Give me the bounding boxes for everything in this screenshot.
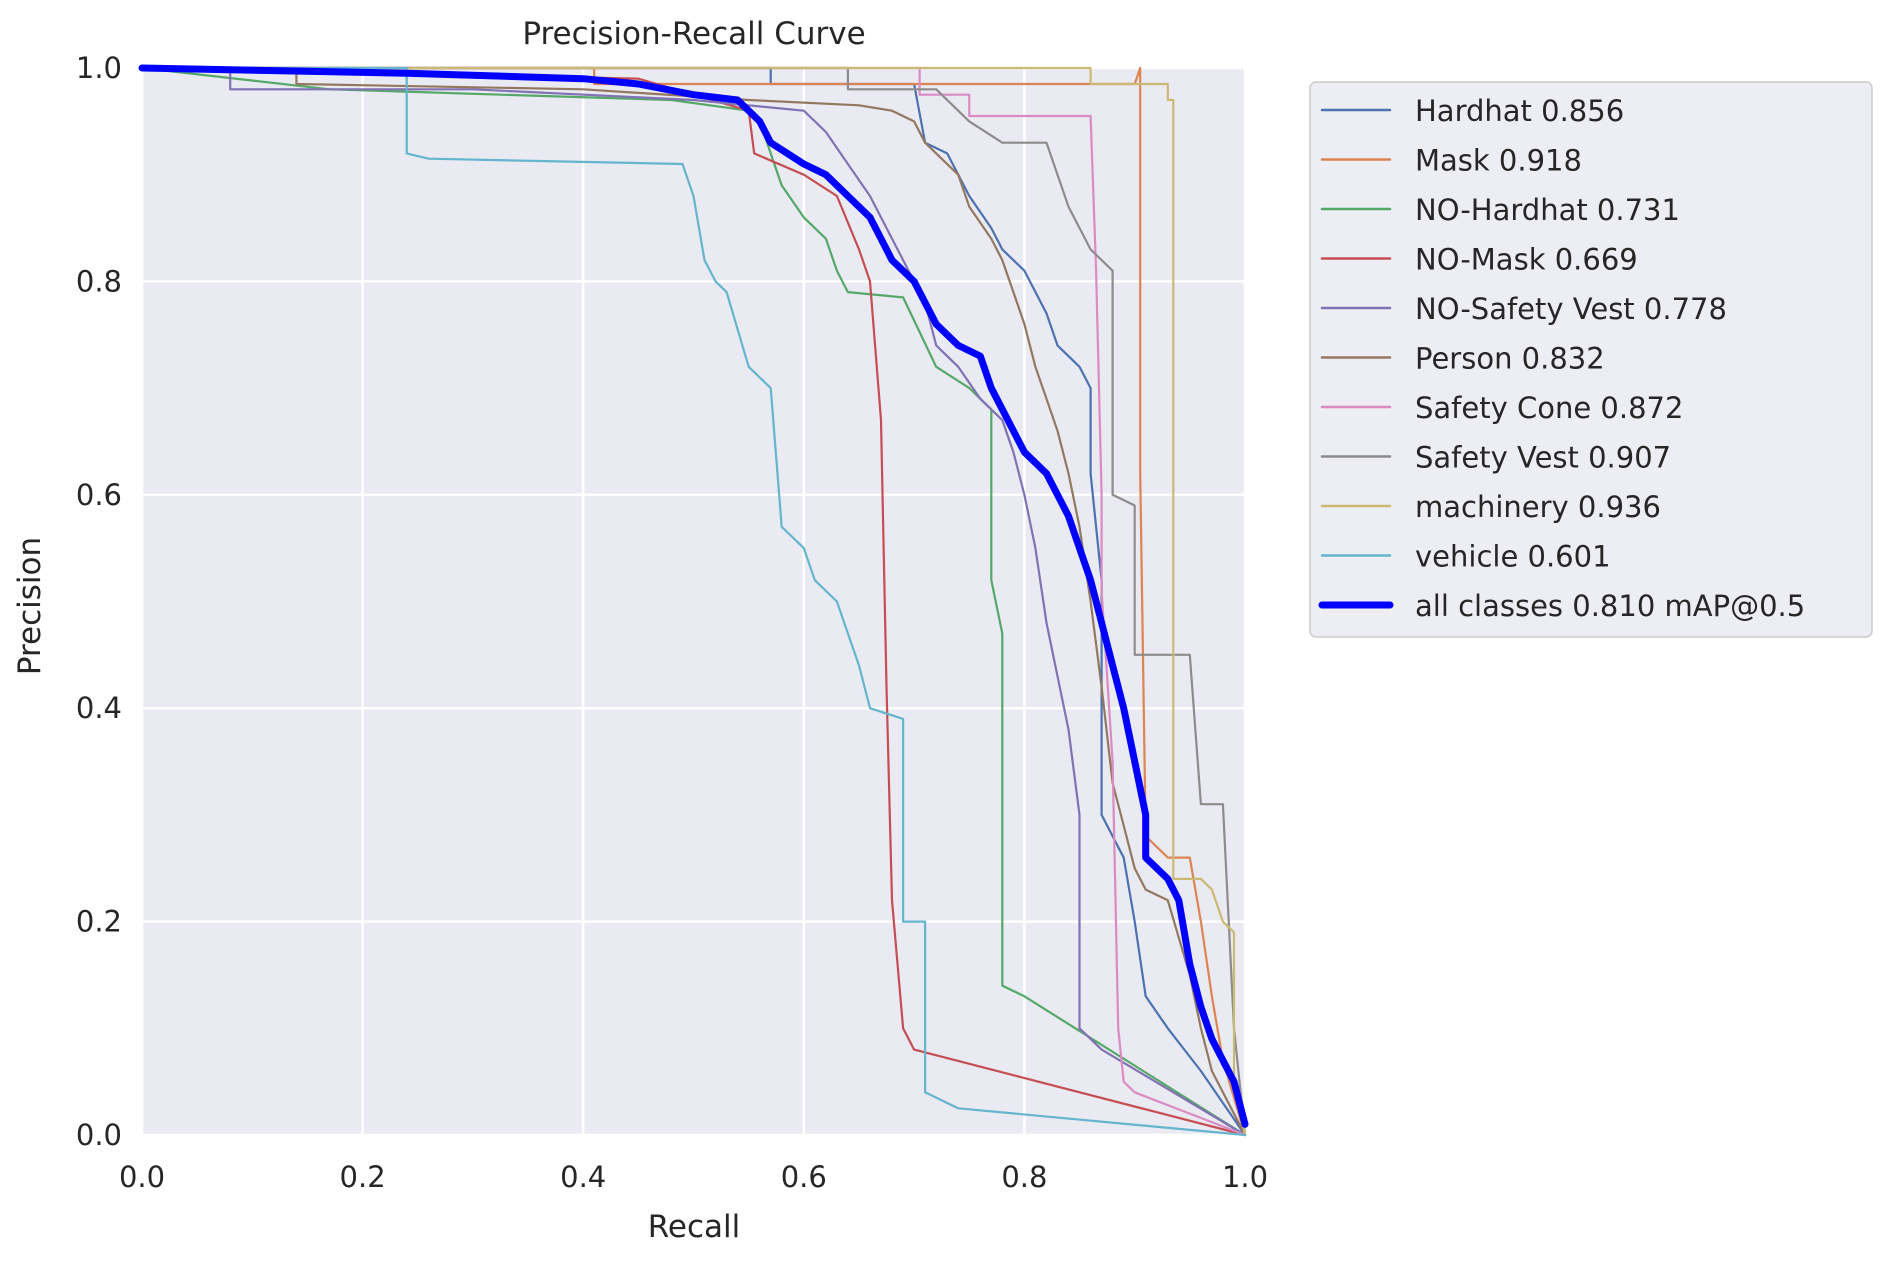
legend-label-no_safety_vest: NO-Safety Vest 0.778 — [1415, 292, 1727, 326]
legend-label-mask: Mask 0.918 — [1415, 144, 1582, 178]
y-tick-label: 0.0 — [76, 1118, 122, 1152]
x-axis-label: Recall — [648, 1209, 741, 1245]
legend-label-person: Person 0.832 — [1415, 342, 1605, 376]
x-tick-label: 0.4 — [560, 1160, 606, 1194]
y-tick-label: 0.6 — [76, 478, 122, 512]
legend-label-all_classes: all classes 0.810 mAP@0.5 — [1415, 589, 1805, 623]
series-lines — [138, 64, 1249, 1137]
legend-label-no_hardhat: NO-Hardhat 0.731 — [1415, 193, 1680, 227]
series-line-safety_vest — [140, 66, 1247, 1137]
legend-label-vehicle: vehicle 0.601 — [1415, 540, 1611, 574]
series-line-no_mask — [140, 66, 1247, 1137]
series-line-all_classes — [138, 64, 1249, 1128]
y-tick-label: 0.8 — [76, 264, 122, 298]
x-tick-label: 0.6 — [781, 1160, 827, 1194]
legend-label-machinery: machinery 0.936 — [1415, 490, 1661, 524]
legend-box — [1309, 81, 1873, 638]
series-line-no_safety_vest — [140, 66, 1247, 1137]
x-tick-label: 0.8 — [1001, 1160, 1047, 1194]
axis-tick-labels: 0.0 0.2 0.4 0.6 0.8 1.0 0.0 0.2 0.4 0.6 0.8 1.0 — [76, 51, 1268, 1194]
x-tick-label: 0.2 — [340, 1160, 386, 1194]
legend-label-safety_vest: Safety Vest 0.907 — [1415, 441, 1671, 475]
y-tick-label: 0.4 — [76, 691, 122, 725]
legend: Hardhat 0.856 Mask 0.918 NO-Hardhat 0.731 N… — [1309, 81, 1873, 638]
y-tick-label: 1.0 — [76, 51, 122, 85]
legend-label-hardhat: Hardhat 0.856 — [1415, 94, 1624, 128]
x-tick-label: 1.0 — [1222, 1160, 1268, 1194]
series-line-vehicle — [140, 66, 1247, 1137]
chart-title: Precision-Recall Curve — [522, 16, 865, 52]
legend-label-safety_cone: Safety Cone 0.872 — [1415, 391, 1683, 425]
series-line-person — [140, 66, 1247, 1137]
plot-area-background — [142, 68, 1245, 1135]
series-line-safety_cone — [140, 66, 1247, 1137]
legend-label-no_mask: NO-Mask 0.669 — [1415, 243, 1638, 277]
y-axis-label: Precision — [12, 537, 48, 675]
y-tick-label: 0.2 — [76, 905, 122, 939]
legend-entries: Hardhat 0.856 Mask 0.918 NO-Hardhat 0.731 N… — [1318, 94, 1805, 623]
series-line-machinery — [140, 66, 1247, 1137]
series-line-hardhat — [140, 66, 1247, 1137]
x-tick-label: 0.0 — [119, 1160, 165, 1194]
